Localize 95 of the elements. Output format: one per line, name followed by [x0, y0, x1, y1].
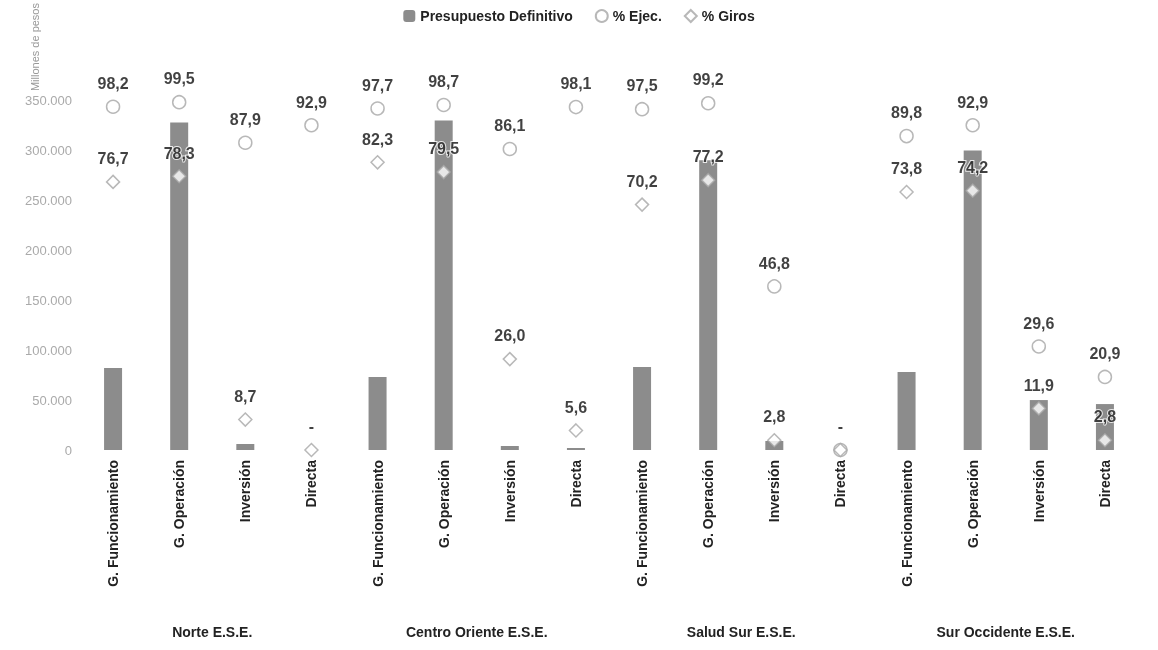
- point: [1097, 369, 1113, 385]
- data-label: 98,1: [560, 75, 592, 93]
- data-label: 92,9: [295, 93, 328, 111]
- bar: [104, 368, 123, 450]
- data-label: 73,8: [890, 160, 923, 178]
- x-tick-label: Directa: [832, 459, 849, 508]
- y-tick-label: 350.000: [25, 92, 72, 108]
- y-tick-label: 250.000: [25, 192, 72, 208]
- data-label: 70,2: [626, 172, 658, 190]
- bar: [368, 377, 387, 450]
- data-label: 86,1: [494, 117, 526, 135]
- point: [436, 164, 451, 180]
- data-label: 76,7: [97, 150, 129, 168]
- point: [436, 97, 451, 113]
- x-tick-label: G. Funcionamiento: [634, 460, 651, 587]
- data-label: 8,7: [234, 387, 257, 405]
- bar: [500, 446, 519, 450]
- point: [502, 351, 518, 367]
- x-tick-label: G. Operación: [700, 460, 717, 548]
- x-tick-label: G. Funcionamiento: [105, 460, 122, 587]
- text: Centro Oriente E.S.E.: [405, 624, 548, 640]
- bar: [236, 444, 255, 450]
- data-label: 97,5: [626, 77, 658, 95]
- point: [568, 99, 584, 115]
- point: [965, 183, 980, 198]
- point: [1097, 432, 1113, 448]
- point: [568, 423, 584, 438]
- data-label: 77,2: [692, 148, 724, 166]
- y-tick-label: 0: [64, 442, 72, 458]
- data-label: -: [308, 418, 315, 436]
- point: [304, 442, 319, 458]
- data-label: 11,9: [1023, 376, 1055, 394]
- x-tick-label: Inversión: [1030, 460, 1047, 523]
- point: [965, 118, 980, 133]
- y-tick-label: 100.000: [25, 342, 72, 358]
- x-tick-label: G. Operación: [171, 460, 188, 548]
- text: Sur Occidente E.S.E.: [936, 624, 1075, 640]
- x-tick-label: Inversión: [766, 460, 783, 523]
- x-tick-label: G. Operación: [964, 460, 981, 548]
- point: [105, 99, 121, 114]
- y-axis-title: Millones de pesos: [28, 2, 41, 92]
- x-tick-label: G. Operación: [435, 460, 452, 548]
- point: [1031, 401, 1047, 416]
- data-label: -: [837, 418, 844, 436]
- point: [304, 118, 319, 133]
- y-tick-label: 150.000: [25, 292, 72, 308]
- legend-label: % Giros: [701, 8, 755, 24]
- point: [634, 101, 650, 117]
- data-label: 5,6: [564, 398, 588, 416]
- data-label: 92,9: [957, 93, 989, 111]
- data-label: 97,7: [361, 76, 394, 94]
- bar: [633, 367, 652, 450]
- x-tick-label: Inversión: [237, 460, 254, 523]
- point: [238, 412, 253, 427]
- point: [238, 135, 253, 150]
- point: [1031, 339, 1047, 354]
- data-label: 98,7: [428, 73, 460, 91]
- point: [171, 94, 187, 110]
- text: Norte E.S.E.: [172, 624, 253, 640]
- x-tick-label: G. Funcionamiento: [898, 460, 915, 587]
- data-label: 26,0: [494, 327, 526, 345]
- text: Salud Sur E.S.E.: [686, 624, 796, 640]
- point: [767, 432, 782, 448]
- data-label: 98,2: [97, 74, 129, 92]
- data-label: 99,2: [692, 71, 724, 89]
- x-tick-label: Directa: [1096, 459, 1113, 508]
- data-label: 20,9: [1089, 345, 1121, 363]
- x-tick-label: Directa: [303, 459, 320, 508]
- x-tick-label: G. Funcionamiento: [369, 460, 386, 587]
- legend-label: % Ejec.: [612, 8, 662, 24]
- point: [767, 279, 782, 294]
- data-label: 99,5: [163, 70, 195, 88]
- x-tick-label: Inversión: [501, 460, 518, 523]
- data-label: 29,6: [1023, 314, 1055, 332]
- point: [700, 172, 716, 188]
- y-tick-label: 200.000: [25, 242, 72, 258]
- data-label: 2,8: [763, 408, 786, 426]
- data-label: 46,8: [758, 254, 790, 272]
- legend-label: Presupuesto Definitivo: [420, 8, 573, 24]
- y-tick-label: 50.000: [32, 392, 72, 408]
- point: [899, 184, 914, 200]
- point: [370, 101, 385, 116]
- point: [502, 141, 518, 157]
- point: [700, 96, 716, 111]
- point: [370, 155, 385, 170]
- bar: [897, 372, 916, 450]
- data-label: 87,9: [229, 110, 261, 128]
- point: [899, 128, 914, 144]
- point: [105, 174, 121, 190]
- x-tick-label: Directa: [567, 459, 584, 508]
- y-tick-label: 300.000: [25, 142, 72, 158]
- point: [634, 197, 650, 212]
- data-label: 82,3: [361, 130, 394, 148]
- point: [171, 169, 187, 184]
- data-label: 89,8: [890, 104, 923, 122]
